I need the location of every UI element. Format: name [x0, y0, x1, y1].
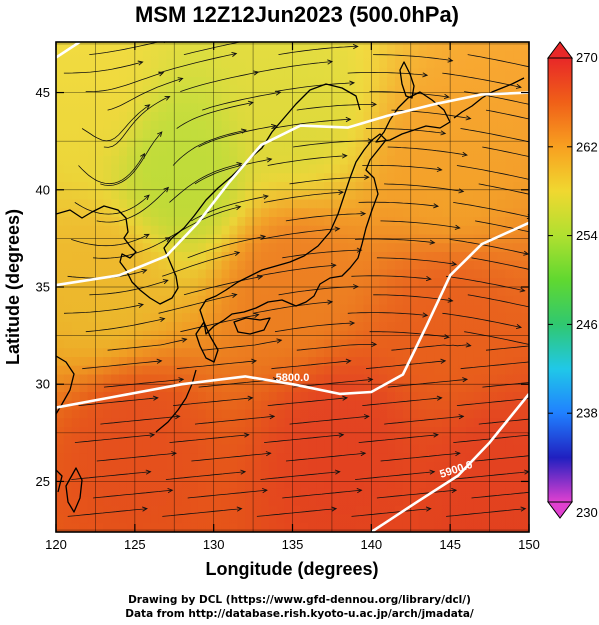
colorbar-extend-min	[547, 501, 573, 519]
y-tick-label: 35	[36, 280, 50, 295]
coastline-hokkaido	[375, 91, 451, 143]
x-tick-label: 145	[439, 537, 461, 552]
colorbar-tick-label: 230	[576, 505, 598, 520]
x-tick-label: 150	[518, 537, 540, 552]
height-contour-4	[370, 393, 529, 532]
colorbar-tick-label: 254	[576, 228, 598, 243]
colorbar-extend-max	[547, 41, 573, 59]
y-tick-label: 25	[36, 474, 50, 489]
x-axis-label: Longitude (degrees)	[205, 559, 378, 579]
x-tick-label: 130	[203, 537, 225, 552]
colorbar: 270 262 254 246 238 230	[547, 41, 598, 520]
contour-label: 5800.0	[276, 372, 310, 384]
x-tick-label: 135	[282, 537, 304, 552]
y-tick-label: 45	[36, 85, 50, 100]
colorbar-scale	[547, 57, 573, 503]
coastline-kyushu	[195, 321, 219, 363]
colorbar-tick-label: 246	[576, 317, 598, 332]
y-axis-label: Latitude (degrees)	[3, 209, 23, 365]
height-contour-1	[56, 42, 81, 59]
x-tick-label: 140	[360, 537, 382, 552]
coastline-honshu	[199, 133, 387, 335]
credit-drawing: Drawing by DCL (https://www.gfd-dennou.o…	[128, 594, 471, 606]
x-tick-label: 120	[45, 537, 67, 552]
colorbar-ticks: 270 262 254 246 238 230	[548, 50, 598, 520]
coastline-shikoku	[233, 317, 271, 335]
coastline-china-south	[56, 469, 63, 493]
colorbar-tick-label: 262	[576, 139, 598, 154]
y-axis-ticks: 25 30 35 40 45	[36, 85, 529, 489]
height-contour-3	[56, 221, 529, 409]
colorbar-tick-label: 238	[576, 406, 598, 421]
credit-data-source: Data from http://database.rish.kyoto-u.a…	[125, 608, 474, 620]
x-tick-label: 125	[124, 537, 146, 552]
y-tick-label: 30	[36, 377, 50, 392]
x-axis-ticks: 120 125 130 135 140 145 150	[45, 42, 540, 552]
colorbar-tick-label: 270	[576, 50, 598, 65]
chart-title: MSM 12Z12Jun2023 (500.0hPa)	[135, 2, 459, 27]
coastline-korea	[56, 83, 361, 305]
wind-streamlines	[63, 42, 529, 517]
coastline-taiwan	[65, 467, 83, 513]
height-contour-2	[56, 91, 529, 287]
y-tick-label: 40	[36, 182, 50, 197]
